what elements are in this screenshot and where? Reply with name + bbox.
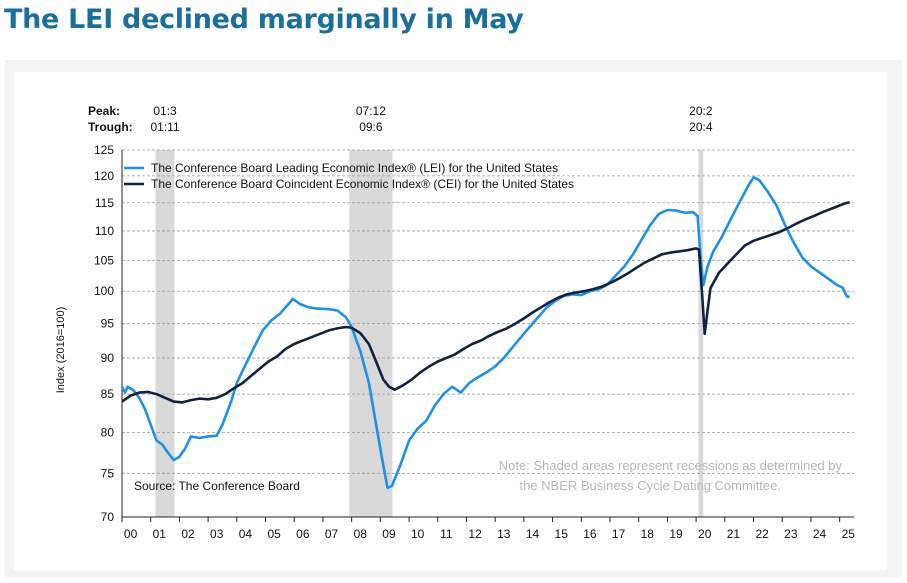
series-group: [120, 176, 851, 490]
x-tick-label-07: 07: [325, 527, 339, 541]
x-tick-label-25: 25: [842, 527, 856, 541]
x-tick-label-10: 10: [411, 527, 425, 541]
y-tick-label-95: 95: [101, 317, 115, 331]
y-axis-label: Index (2016=100): [55, 307, 67, 394]
legend-label-cei: The Conference Board Coincident Economic…: [151, 177, 574, 191]
x-tick-label-15: 15: [555, 527, 569, 541]
x-tick-label-23: 23: [784, 527, 798, 541]
x-tick-label-11: 11: [440, 527, 453, 541]
peak-date-1: 01:3: [153, 104, 177, 118]
x-tick-label-04: 04: [239, 527, 253, 541]
x-tick-label-13: 13: [497, 527, 511, 541]
y-tick-labels-group: 70 75 80 85 90 95 100 105 110 115 120 125: [94, 143, 114, 524]
peak-label: Peak:: [88, 104, 120, 118]
x-tick-label-00: 00: [124, 527, 138, 541]
series-line-lei: [120, 176, 851, 490]
legend-label-lei: The Conference Board Leading Economic In…: [151, 161, 558, 175]
x-tick-label-01: 01: [153, 527, 167, 541]
source-annotation: Source: The Conference Board: [134, 479, 300, 493]
recession-band-3: [698, 150, 704, 517]
recession-note-line2: the NBER Business Cycle Dating Committee…: [519, 478, 781, 493]
y-tick-label-105: 105: [94, 253, 114, 267]
recession-band-1: [155, 150, 175, 517]
y-tick-label-115: 115: [95, 196, 114, 210]
trough-date-1: 01:11: [150, 120, 179, 134]
x-tick-label-14: 14: [526, 527, 540, 541]
y-tick-label-70: 70: [101, 510, 115, 524]
x-tick-label-17: 17: [612, 527, 626, 541]
y-tick-label-125: 125: [94, 143, 114, 157]
y-tick-label-85: 85: [101, 387, 115, 401]
x-tick-label-09: 09: [382, 527, 396, 541]
axes-group: [121, 150, 854, 522]
recession-note-line1: Note: Shaded areas represent recessions …: [499, 458, 843, 473]
legend: The Conference Board Leading Economic In…: [124, 161, 574, 191]
x-tick-label-19: 19: [669, 527, 683, 541]
chart-panel: 70 75 80 85 90 95 100 105 110 115 120 125 00 01 02 03 0…: [5, 60, 902, 577]
peak-date-2: 07:12: [356, 104, 386, 118]
trough-label: Trough:: [88, 120, 133, 134]
page-title: The LEI declined marginally in May: [4, 4, 524, 35]
recession-shading-group: [155, 150, 704, 517]
x-tick-label-03: 03: [210, 527, 224, 541]
x-tick-label-16: 16: [583, 527, 597, 541]
x-tick-label-02: 02: [181, 527, 195, 541]
y-tick-label-75: 75: [101, 466, 115, 480]
x-tick-labels-group: 00 01 02 03 04 05 06 07 08 09 10 11 12 13 14 15 16 17 18 19…: [124, 527, 855, 541]
y-tick-label-90: 90: [101, 351, 115, 365]
x-tick-label-12: 12: [468, 527, 482, 541]
y-tick-label-80: 80: [101, 425, 115, 439]
y-tick-label-120: 120: [94, 169, 114, 183]
peak-date-3: 20:2: [689, 104, 713, 118]
x-tick-label-20: 20: [698, 527, 712, 541]
chart-card: 70 75 80 85 90 95 100 105 110 115 120 125 00 01 02 03 0…: [14, 72, 887, 570]
x-tick-label-08: 08: [354, 527, 368, 541]
x-tick-label-05: 05: [267, 527, 281, 541]
x-tick-label-22: 22: [755, 527, 769, 541]
peak-trough-dates-group: 01:3 01:11 07:12 09:6 20:2 20:4: [150, 104, 712, 134]
x-tick-label-21: 21: [727, 527, 741, 541]
y-tick-label-100: 100: [94, 284, 114, 298]
trough-date-2: 09:6: [359, 120, 383, 134]
x-tick-label-24: 24: [813, 527, 827, 541]
series-line-cei: [121, 200, 851, 404]
trough-date-3: 20:4: [689, 120, 713, 134]
x-tick-label-06: 06: [296, 527, 310, 541]
x-tick-label-18: 18: [641, 527, 655, 541]
recession-band-2: [349, 150, 393, 517]
y-tick-label-110: 110: [95, 224, 114, 238]
gridlines-group: [122, 149, 854, 474]
